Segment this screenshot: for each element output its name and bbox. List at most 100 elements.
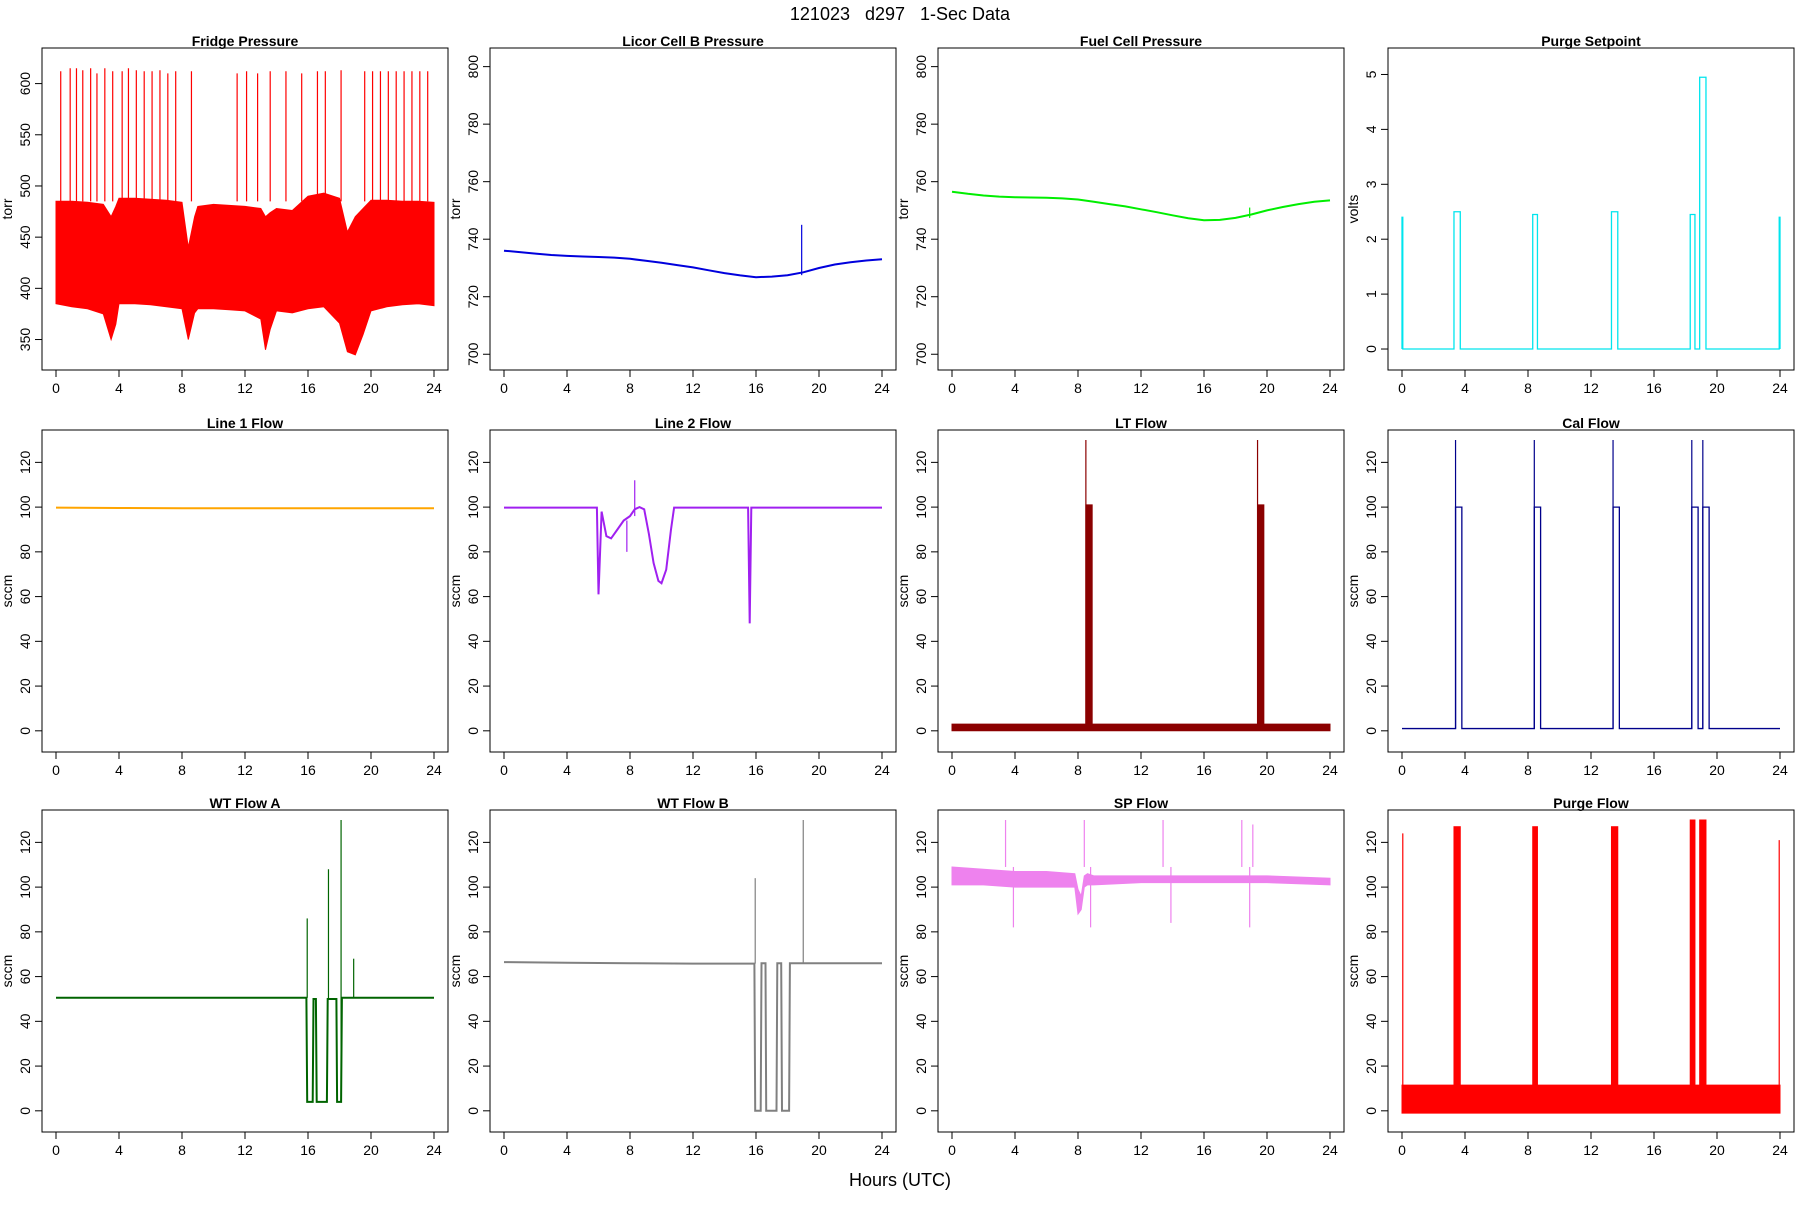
panel-1: Fridge Pressure 0 4 8 12 16 20 24 350 400 450 500 55… (0, 33, 449, 396)
y-tick-label: 20 (465, 678, 481, 694)
pulse (1699, 819, 1707, 1086)
x-tick-label: 16 (748, 380, 764, 396)
x-tick-label: 8 (626, 380, 634, 396)
y-tick-label: 0 (913, 1107, 929, 1115)
x-tick-label: 0 (500, 762, 508, 778)
y-tick-label: 500 (17, 174, 33, 198)
y-tick-label: 60 (465, 969, 481, 985)
y-tick-label: 100 (1363, 495, 1379, 519)
y-tick-label: 5 (1363, 70, 1379, 78)
y-axis-label: volts (1345, 195, 1361, 224)
x-tick-label: 24 (1322, 762, 1338, 778)
x-tick-label: 24 (874, 380, 890, 396)
panel-7: LT Flow 0 4 8 12 16 20 24 0 20 40 60 80 100 120 sccm (895, 415, 1345, 778)
series-line (504, 505, 882, 624)
series-area (56, 820, 434, 1103)
x-tick-label: 4 (1461, 380, 1469, 396)
series-area (1401, 819, 1781, 1114)
series-area (951, 440, 1331, 732)
plot-frame (41, 809, 449, 1133)
panel-9: WT Flow A 0 4 8 12 16 20 24 0 20 40 60 80 100 120 sccm (0, 795, 449, 1158)
y-tick-label: 120 (913, 830, 929, 854)
x-tick-label: 20 (811, 380, 827, 396)
y-tick-label: 100 (465, 875, 481, 899)
x-tick-label: 12 (1583, 1142, 1599, 1158)
x-tick-label: 0 (52, 762, 60, 778)
panel-title: Purge Flow (1553, 795, 1629, 811)
y-tick-label: 20 (1363, 1058, 1379, 1074)
y-tick-label: 350 (17, 328, 33, 352)
x-tick-label: 20 (1259, 762, 1275, 778)
panel-title: Fuel Cell Pressure (1080, 33, 1202, 49)
x-tick-label: 0 (948, 380, 956, 396)
x-tick-label: 4 (115, 380, 123, 396)
panel-3: Fuel Cell Pressure 0 4 8 12 16 20 24 700 720 740 76… (895, 33, 1345, 396)
series-area (1402, 440, 1780, 730)
y-axis-label: sccm (895, 955, 911, 988)
y-tick-label: 120 (1363, 450, 1379, 474)
x-tick-label: 20 (811, 762, 827, 778)
y-tick-label: 60 (1363, 969, 1379, 985)
y-tick-label: 550 (17, 123, 33, 147)
y-tick-label: 40 (1363, 633, 1379, 649)
y-tick-label: 120 (465, 830, 481, 854)
x-tick-label: 12 (685, 762, 701, 778)
pulse (1453, 826, 1461, 1086)
y-tick-label: 20 (17, 1058, 33, 1074)
y-tick-label: 80 (913, 924, 929, 940)
y-tick-label: 40 (1363, 1013, 1379, 1029)
panel-title: Purge Setpoint (1541, 33, 1641, 49)
y-axis-label: sccm (0, 575, 15, 608)
x-tick-label: 8 (178, 1142, 186, 1158)
y-axis-label: sccm (447, 955, 463, 988)
x-tick-label: 4 (1461, 1142, 1469, 1158)
y-tick-label: 80 (465, 544, 481, 560)
y-tick-label: 100 (17, 875, 33, 899)
x-tick-label: 8 (1524, 762, 1532, 778)
x-tick-label: 12 (1133, 380, 1149, 396)
y-tick-label: 80 (17, 924, 33, 940)
x-tick-label: 24 (874, 762, 890, 778)
series-band (1401, 1084, 1781, 1114)
y-tick-label: 60 (913, 589, 929, 605)
x-tick-label: 16 (748, 762, 764, 778)
y-axis-label: sccm (1345, 955, 1361, 988)
series-line (1401, 76, 1781, 350)
y-tick-label: 120 (17, 830, 33, 854)
x-tick-label: 12 (685, 380, 701, 396)
y-tick-label: 20 (913, 678, 929, 694)
y-axis-label: torr (895, 198, 911, 219)
y-tick-label: 40 (913, 1013, 929, 1029)
x-tick-label: 4 (563, 1142, 571, 1158)
plot-frame (489, 47, 897, 371)
series-line (55, 506, 434, 510)
y-tick-label: 0 (913, 727, 929, 735)
y-tick-label: 450 (17, 225, 33, 249)
x-tick-label: 8 (1074, 762, 1082, 778)
x-tick-label: 12 (1133, 762, 1149, 778)
plot-frame (1387, 429, 1795, 753)
y-tick-label: 720 (913, 285, 929, 309)
x-tick-label: 0 (500, 380, 508, 396)
panel-title: WT Flow A (209, 795, 280, 811)
x-tick-label: 16 (1646, 1142, 1662, 1158)
series-area (1401, 76, 1781, 350)
x-tick-label: 12 (237, 762, 253, 778)
x-tick-label: 24 (426, 1142, 442, 1158)
x-tick-label: 4 (563, 380, 571, 396)
y-tick-label: 80 (1363, 924, 1379, 940)
y-tick-label: 120 (17, 450, 33, 474)
x-tick-label: 16 (300, 380, 316, 396)
y-tick-label: 3 (1363, 180, 1379, 188)
y-axis-label: torr (0, 198, 15, 219)
x-tick-label: 4 (563, 762, 571, 778)
y-tick-label: 100 (465, 495, 481, 519)
x-tick-label: 24 (874, 1142, 890, 1158)
series-line (56, 996, 434, 1103)
x-tick-label: 4 (1461, 762, 1469, 778)
x-tick-label: 16 (1646, 762, 1662, 778)
x-tick-label: 0 (52, 380, 60, 396)
y-axis-label: torr (447, 198, 463, 219)
